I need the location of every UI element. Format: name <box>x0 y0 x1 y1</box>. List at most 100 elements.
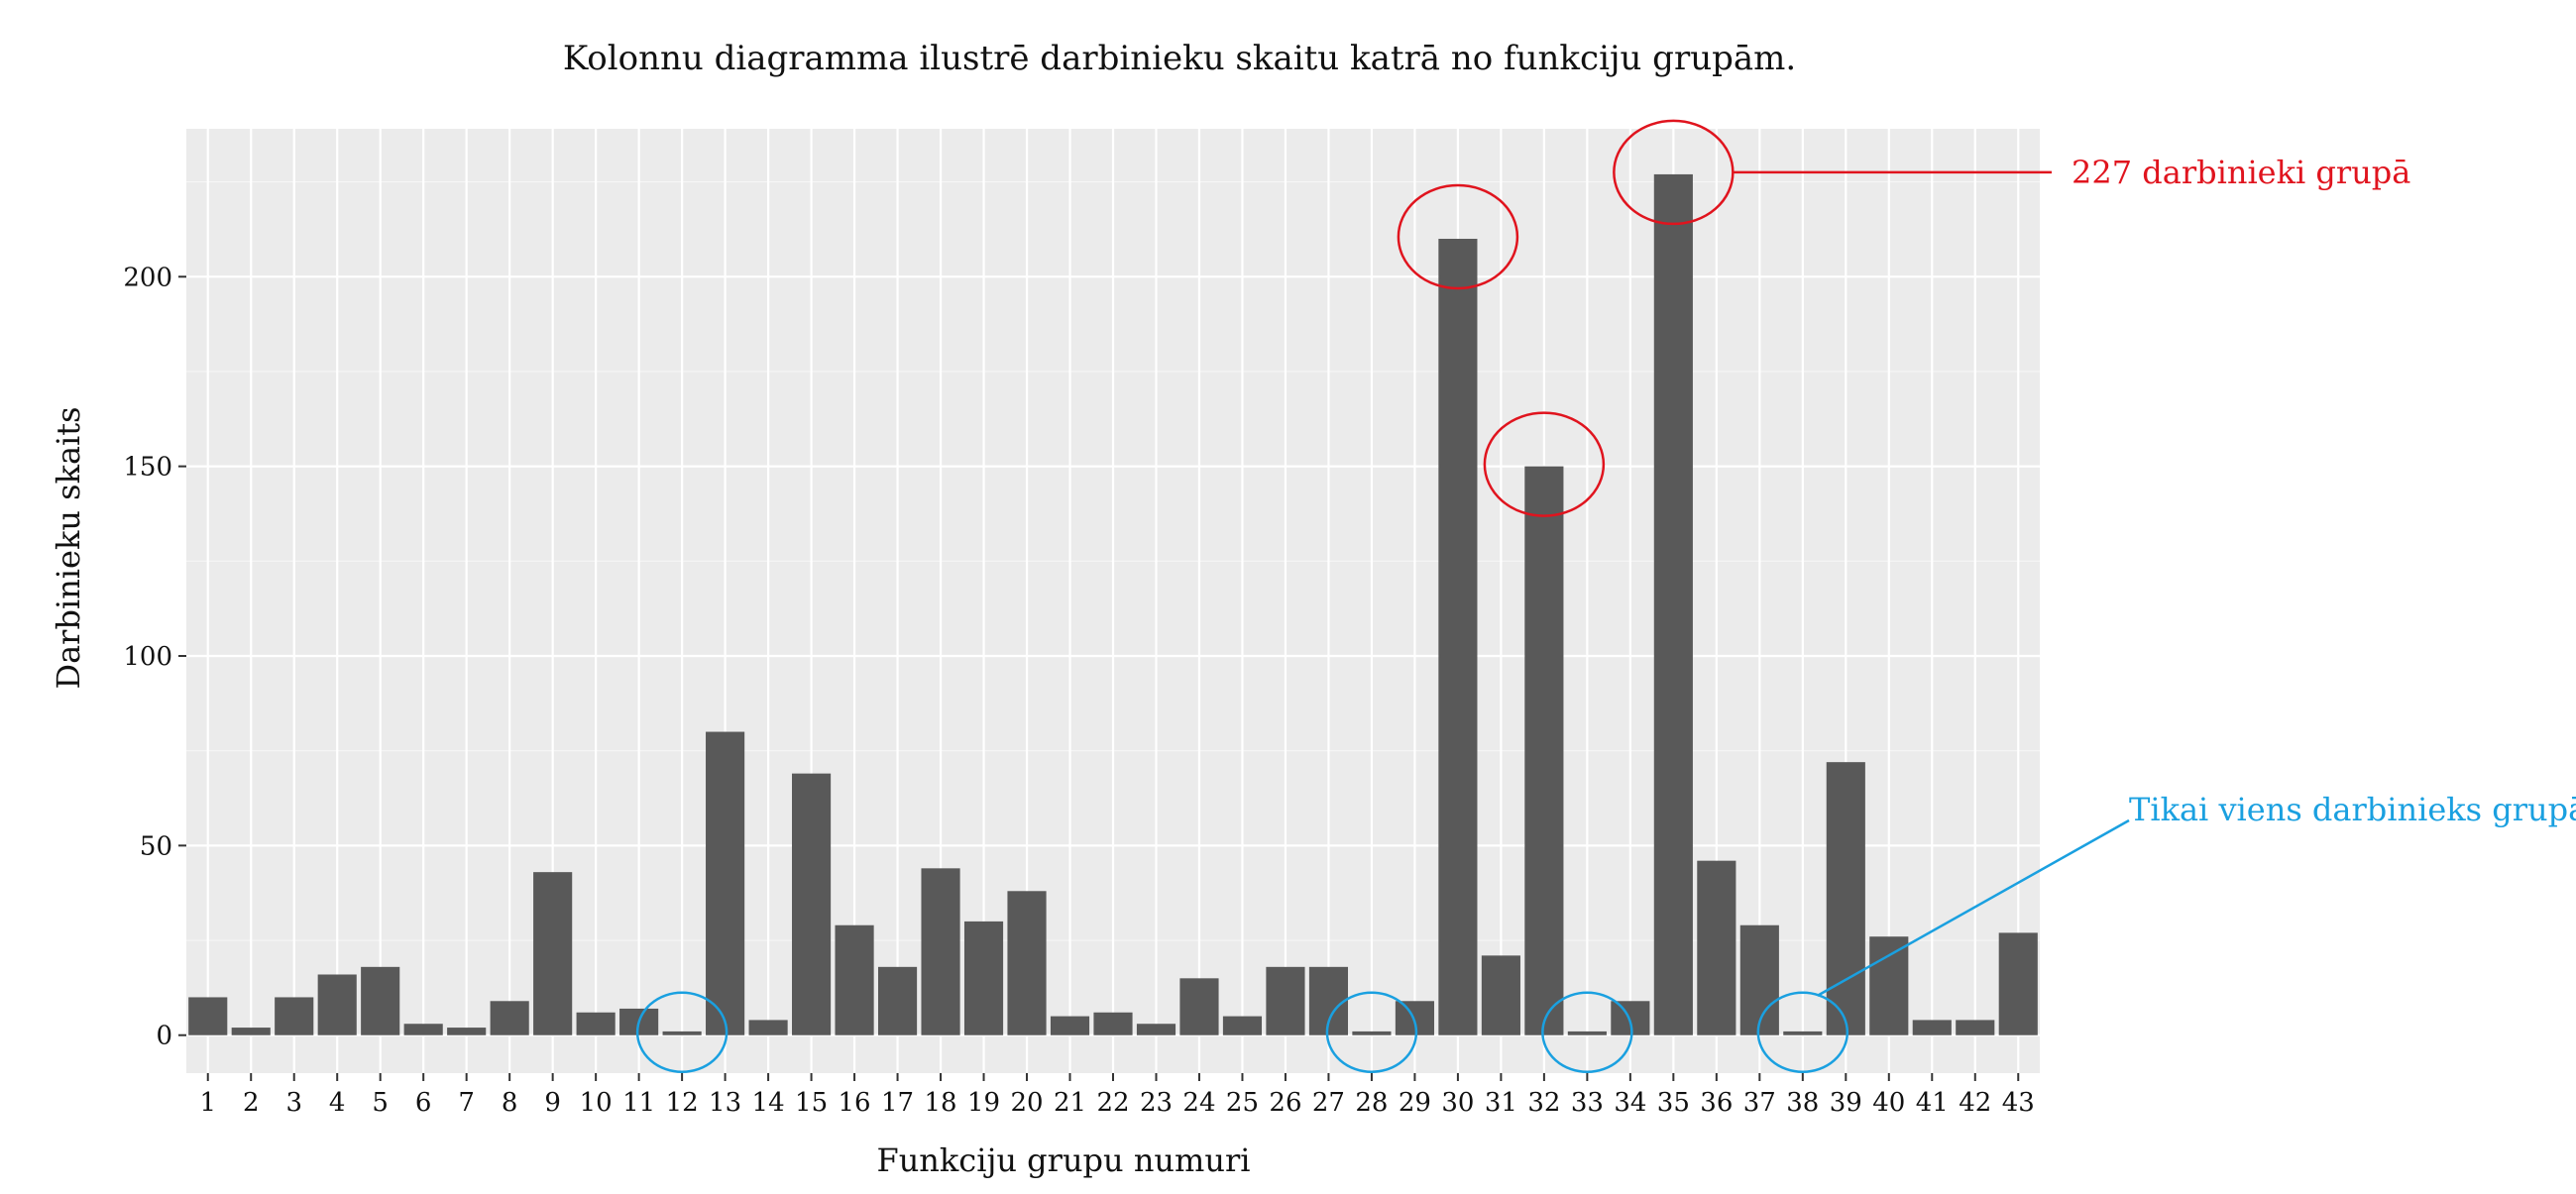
x-tick-label: 11 <box>622 1088 655 1118</box>
bar-1 <box>188 997 228 1035</box>
x-tick-label: 30 <box>1441 1088 1474 1118</box>
y-tick-label: 0 <box>156 1022 172 1051</box>
bar-26 <box>1266 966 1305 1035</box>
annotation-label: Tikai viens darbinieks grupā <box>2129 791 2576 828</box>
x-tick-label: 5 <box>372 1088 389 1118</box>
bar-4 <box>317 974 357 1035</box>
x-tick-label: 25 <box>1226 1088 1259 1118</box>
x-tick-label: 13 <box>709 1088 741 1118</box>
highlight-ellipse-38 <box>1756 991 1849 1073</box>
highlight-ellipse-33 <box>1541 991 1633 1073</box>
x-tick-label: 22 <box>1096 1088 1129 1118</box>
bar-22 <box>1093 1012 1133 1035</box>
bar-5 <box>361 966 400 1035</box>
x-tick-label: 40 <box>1872 1088 1905 1118</box>
bar-21 <box>1050 1016 1090 1035</box>
bar-40 <box>1869 936 1909 1035</box>
x-tick-label: 12 <box>666 1088 699 1118</box>
x-tick-label: 41 <box>1916 1088 1949 1118</box>
bar-35 <box>1653 173 1693 1035</box>
bar-13 <box>706 731 745 1035</box>
bar-31 <box>1481 955 1520 1035</box>
highlight-ellipse-30 <box>1397 183 1519 290</box>
x-tick-label: 21 <box>1054 1088 1086 1118</box>
bar-42 <box>1956 1020 1995 1035</box>
x-tick-label: 3 <box>285 1088 302 1118</box>
x-tick-label: 34 <box>1614 1088 1646 1118</box>
bar-9 <box>533 872 573 1035</box>
bars <box>188 173 2038 1035</box>
x-tick-label: 43 <box>2002 1088 2035 1118</box>
bar-18 <box>921 868 960 1035</box>
y-tick-label: 200 <box>123 263 172 292</box>
bar-8 <box>490 1001 529 1035</box>
x-tick-label: 15 <box>795 1088 828 1118</box>
bar-25 <box>1222 1016 1263 1035</box>
x-tick-label: 17 <box>881 1088 914 1118</box>
bar-19 <box>963 921 1004 1035</box>
x-tick-label: 32 <box>1527 1088 1560 1118</box>
x-tick-label: 31 <box>1485 1088 1517 1118</box>
x-tick-label: 28 <box>1355 1088 1388 1118</box>
x-tick-label: 10 <box>580 1088 613 1118</box>
x-tick-label: 33 <box>1571 1088 1604 1118</box>
bar-6 <box>403 1024 443 1035</box>
bar-43 <box>1998 932 2038 1035</box>
x-tick-label: 24 <box>1182 1088 1215 1118</box>
x-tick-label: 23 <box>1140 1088 1173 1118</box>
highlight-ellipse-32 <box>1483 411 1606 517</box>
bar-28 <box>1352 1031 1392 1035</box>
annotations: 227 darbinieki grupā Tikai viens darbinie… <box>635 119 2576 1073</box>
x-tick-label: 39 <box>1830 1088 1862 1118</box>
x-tick-label: 2 <box>243 1088 260 1118</box>
bar-3 <box>275 997 314 1035</box>
highlight-ellipse-12 <box>635 991 728 1073</box>
bar-30 <box>1438 238 1478 1035</box>
bar-12 <box>662 1031 702 1035</box>
x-tick-label: 37 <box>1743 1088 1776 1118</box>
bar-37 <box>1739 924 1779 1035</box>
annotation-pointer-line <box>1817 818 2130 997</box>
bar-17 <box>877 966 918 1035</box>
bar-39 <box>1826 762 1865 1035</box>
x-tick-label: 20 <box>1010 1088 1043 1118</box>
bar-16 <box>835 924 874 1035</box>
gridlines <box>186 129 2040 1073</box>
bar-2 <box>231 1028 271 1035</box>
x-tick-label: 6 <box>415 1088 432 1118</box>
bar-38 <box>1783 1031 1823 1035</box>
x-tick-label: 35 <box>1657 1088 1690 1118</box>
x-tick-label: 9 <box>544 1088 561 1118</box>
bar-15 <box>792 773 832 1035</box>
bar-32 <box>1524 466 1564 1035</box>
bar-23 <box>1136 1024 1176 1035</box>
x-tick-label: 38 <box>1786 1088 1819 1118</box>
x-tick-label: 27 <box>1312 1088 1345 1118</box>
x-tick-label: 19 <box>967 1088 1000 1118</box>
x-tick-label: 14 <box>752 1088 785 1118</box>
bar-7 <box>447 1028 487 1035</box>
x-tick-label: 29 <box>1399 1088 1431 1118</box>
x-tick-label: 36 <box>1700 1088 1733 1118</box>
y-axis-title: Darbinieku skaits <box>50 406 87 689</box>
x-axis-title: Funkciju grupu numuri <box>876 1141 1250 1179</box>
x-tick-label: 4 <box>329 1088 346 1118</box>
highlight-ellipse-28 <box>1325 991 1418 1073</box>
y-tick-label: 50 <box>140 831 172 861</box>
bar-20 <box>1007 891 1047 1035</box>
x-tick-label: 42 <box>1959 1088 1991 1118</box>
y-tick-label: 100 <box>123 642 172 672</box>
x-tick-label: 1 <box>199 1088 216 1118</box>
bar-33 <box>1567 1031 1607 1035</box>
y-axis: 0 50 100 150 200 <box>123 263 186 1051</box>
x-tick-label: 7 <box>458 1088 475 1118</box>
annotation-label: 227 darbinieki grupā <box>2072 154 2410 191</box>
x-tick-label: 26 <box>1269 1088 1301 1118</box>
bar-14 <box>748 1020 788 1035</box>
bar-41 <box>1912 1020 1952 1035</box>
x-tick-label: 16 <box>839 1088 871 1118</box>
x-axis: 1 2 3 4 5 6 7 8 9 10 11 12 13 14 15 16 17 18 19 20 21 22 23 24 2… <box>199 1073 2035 1118</box>
bar-10 <box>576 1012 616 1035</box>
y-tick-label: 150 <box>123 453 172 483</box>
